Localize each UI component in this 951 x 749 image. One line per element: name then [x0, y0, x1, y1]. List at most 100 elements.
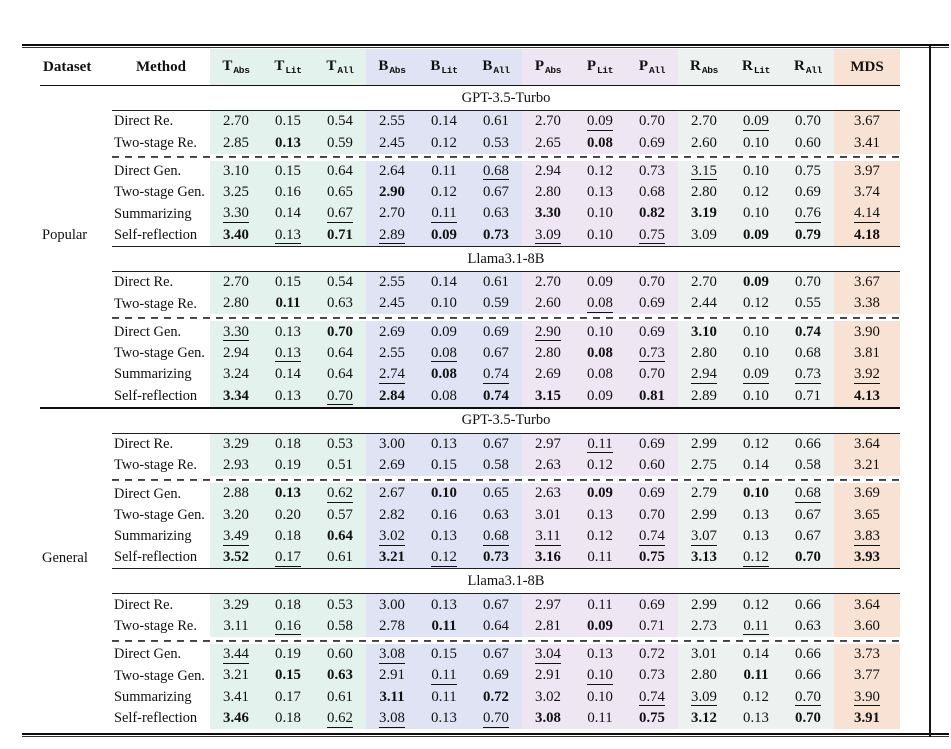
underlined-value: 3.09	[691, 688, 717, 707]
value-cell: 0.75	[626, 547, 678, 569]
underlined-value: 2.89	[379, 226, 405, 245]
underlined-value: 0.62	[327, 485, 353, 503]
value-cell: 2.75	[678, 454, 730, 477]
col-header-p-all: PAll	[626, 49, 678, 86]
value-cell: 3.02	[522, 686, 574, 708]
value-cell: 0.58	[782, 454, 834, 477]
value-cell: 3.20	[210, 504, 262, 526]
page-right-border	[929, 46, 931, 737]
value-cell: 3.21	[834, 454, 900, 477]
value-cell: 0.11	[418, 203, 470, 225]
metric-subscript: All	[337, 64, 354, 76]
value-cell: 0.09	[418, 321, 470, 343]
value-cell: 0.12	[418, 547, 470, 569]
value-cell: 0.60	[782, 132, 834, 154]
dataset-cell: General	[42, 549, 88, 566]
value-cell: 3.21	[210, 665, 262, 687]
value-cell: 0.12	[574, 160, 626, 182]
value-cell: 0.14	[418, 111, 470, 133]
value-cell: 2.55	[366, 342, 418, 364]
table-row: Direct Gen. 3.10 0.15 0.64 2.64 0.11 0.68 2.94 0…	[40, 160, 900, 182]
metric-letter: T	[326, 58, 337, 74]
underlined-value: 3.02	[379, 528, 405, 546]
value-cell: 2.90	[522, 321, 574, 343]
value-cell: 3.46	[210, 707, 262, 730]
dataset-cell	[40, 272, 112, 293]
value-cell: 3.09	[522, 224, 574, 247]
value-cell: 0.69	[626, 293, 678, 315]
model-top-rule	[40, 110, 900, 111]
col-header-b-all: BAll	[470, 49, 522, 86]
value-cell: 0.58	[470, 454, 522, 477]
value-cell: 0.10	[730, 203, 782, 225]
value-cell: 2.70	[522, 111, 574, 133]
value-cell: 0.10	[730, 321, 782, 343]
value-cell: 0.10	[730, 483, 782, 505]
value-cell: 0.65	[314, 181, 366, 204]
underlined-value: 0.76	[795, 205, 821, 223]
results-table: Dataset Method TAbs TLit TAll BAbs BLit …	[40, 49, 900, 730]
value-cell: 2.45	[366, 293, 418, 315]
value-cell: 0.12	[730, 594, 782, 616]
value-cell: 3.25	[210, 181, 262, 204]
value-cell: 0.14	[418, 271, 470, 294]
value-cell: 0.73	[626, 342, 678, 364]
value-cell: 3.90	[834, 686, 900, 708]
value-cell: 0.14	[730, 454, 782, 477]
value-cell: 2.70	[522, 271, 574, 294]
value-cell: 3.73	[834, 643, 900, 666]
value-cell: 0.66	[782, 665, 834, 687]
value-cell: 0.15	[418, 643, 470, 666]
value-cell: 3.69	[834, 483, 900, 505]
value-cell: 2.94	[678, 363, 730, 386]
value-cell: 0.63	[782, 615, 834, 637]
value-cell: 3.15	[522, 385, 574, 408]
table-row: Two-stage Gen. 3.21 0.15 0.63 2.91 0.11 0.69 2.…	[40, 665, 900, 687]
value-cell: 0.13	[418, 433, 470, 455]
value-cell: 0.75	[626, 707, 678, 730]
value-cell: 2.89	[366, 224, 418, 247]
value-cell: 0.18	[262, 433, 314, 455]
value-cell: 0.10	[730, 385, 782, 408]
underlined-value: 0.68	[483, 528, 509, 546]
table-row: Two-stage Gen. 3.20 0.20 0.57 2.82 0.16 0.63 3.…	[40, 504, 900, 526]
underlined-value: 0.70	[483, 710, 509, 728]
value-cell: 0.70	[782, 707, 834, 730]
underlined-value: 3.08	[379, 646, 405, 664]
value-cell: 2.55	[366, 271, 418, 294]
value-cell: 2.94	[522, 160, 574, 182]
value-cell: 3.01	[522, 504, 574, 526]
value-cell: 0.70	[626, 363, 678, 386]
method-cell: Direct Re.	[114, 436, 174, 452]
underlined-value: 0.70	[327, 387, 353, 406]
underlined-value: 0.08	[431, 344, 457, 363]
value-cell: 0.15	[262, 665, 314, 687]
value-cell: 0.13	[262, 342, 314, 364]
retrieval-generation-dashed-rule	[40, 314, 900, 322]
underlined-value: 0.09	[743, 113, 769, 131]
underlined-value: 0.11	[431, 667, 457, 685]
value-cell: 3.11	[210, 615, 262, 637]
value-cell: 3.92	[834, 363, 900, 386]
value-cell: 0.14	[730, 643, 782, 666]
underlined-value: 2.74	[379, 366, 405, 384]
value-cell: 0.54	[314, 271, 366, 294]
value-cell: 0.16	[418, 504, 470, 526]
model-name: GPT-3.5-Turbo	[461, 89, 551, 106]
value-cell: 2.70	[678, 111, 730, 133]
value-cell: 0.66	[782, 643, 834, 666]
value-cell: 0.72	[626, 643, 678, 666]
value-cell: 0.12	[418, 181, 470, 204]
value-cell: 0.08	[574, 132, 626, 154]
value-cell: 0.12	[730, 181, 782, 204]
value-cell: 0.63	[314, 293, 366, 315]
value-cell: 2.70	[366, 203, 418, 225]
value-cell: 0.69	[470, 321, 522, 343]
value-cell: 2.69	[366, 454, 418, 477]
value-cell: 3.09	[678, 686, 730, 708]
model-title-row: GPT-3.5-Turbo	[40, 86, 900, 111]
retrieval-generation-dashed-rule	[40, 636, 900, 644]
method-cell: Two-stage Gen.	[114, 667, 205, 684]
underlined-value: 0.68	[483, 162, 509, 181]
